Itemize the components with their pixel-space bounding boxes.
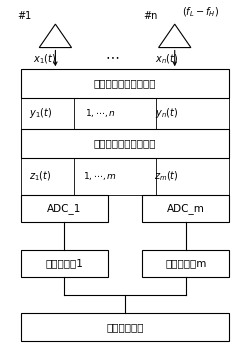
Text: #n: #n — [144, 10, 158, 21]
Text: $x_n(t)$: $x_n(t)$ — [155, 52, 178, 66]
Text: #1: #1 — [17, 10, 31, 21]
Text: $y_1(t)$: $y_1(t)$ — [29, 106, 52, 121]
Text: 空域压缩感知测量矩阵: 空域压缩感知测量矩阵 — [94, 138, 156, 148]
Text: $1,\cdots,m$: $1,\cdots,m$ — [83, 171, 117, 182]
Text: $y_n(t)$: $y_n(t)$ — [155, 106, 178, 121]
Text: $\cdots$: $\cdots$ — [106, 49, 120, 63]
Bar — [142, 249, 230, 277]
Bar — [20, 249, 108, 277]
Text: 频域压缩感知测量矩阵: 频域压缩感知测量矩阵 — [94, 79, 156, 89]
Text: $x_1(t)$: $x_1(t)$ — [33, 52, 56, 66]
Bar — [20, 313, 230, 341]
Bar — [20, 129, 230, 157]
Text: $(f_L - f_H)$: $(f_L - f_H)$ — [182, 6, 220, 20]
Text: ADC_1: ADC_1 — [47, 203, 81, 214]
Text: $z_1(t)$: $z_1(t)$ — [29, 170, 52, 183]
Polygon shape — [158, 24, 191, 47]
Text: 接收机通道1: 接收机通道1 — [45, 258, 83, 268]
Bar — [142, 195, 230, 223]
Text: 接收机通道m: 接收机通道m — [165, 258, 206, 268]
Text: ADC_m: ADC_m — [167, 203, 205, 214]
Bar — [20, 195, 108, 223]
Text: $z_m(t)$: $z_m(t)$ — [154, 170, 178, 183]
Bar — [20, 69, 230, 98]
Text: $1,\cdots,n$: $1,\cdots,n$ — [84, 108, 116, 119]
Text: 基带信号处理: 基带信号处理 — [106, 322, 144, 332]
Polygon shape — [39, 24, 72, 47]
